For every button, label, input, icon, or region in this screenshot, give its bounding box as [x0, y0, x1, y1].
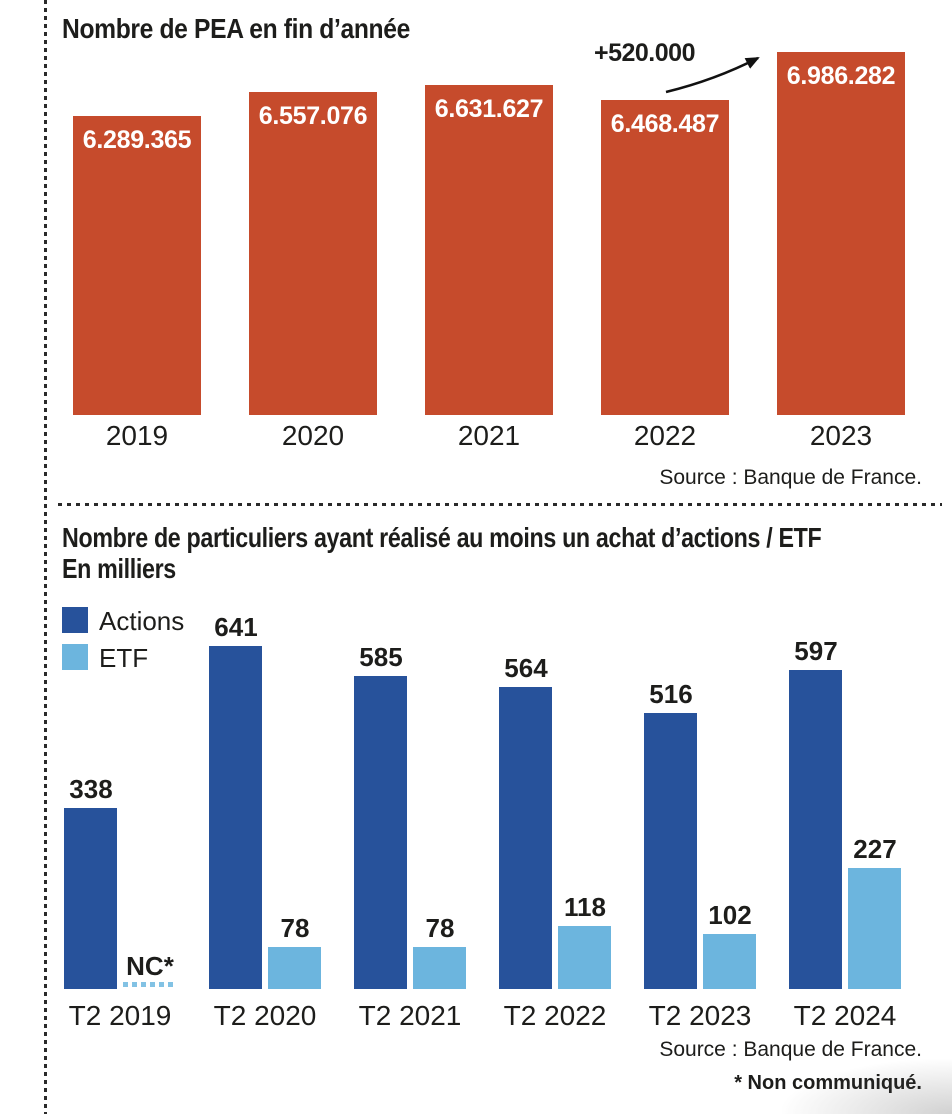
annotation-arrow-icon [665, 56, 760, 94]
chart1-bar-value: 6.986.282 [786, 62, 896, 90]
chart2-x-label: T2 2022 [503, 1000, 607, 1031]
chart2-etf-value: 118 [564, 892, 606, 922]
chart2-actions-value: 338 [69, 774, 113, 804]
chart2-actions-value: 564 [504, 653, 548, 683]
chart2-etf-value: 78 [280, 913, 310, 943]
chart1-bar-value: 6.468.487 [610, 110, 720, 138]
legend-label-actions: Actions [99, 606, 185, 636]
chart1-source: Source : Banque de France. [659, 466, 922, 489]
chart2-actions-value: 516 [649, 679, 693, 709]
section-divider [58, 503, 942, 506]
chart2-actions-bar-T2 2023 [644, 713, 697, 989]
chart1-x-label: 2023 [809, 420, 873, 451]
chart1-bar-2022 [601, 100, 729, 415]
chart1-x-label: 2019 [105, 420, 169, 451]
chart2-x-label: T2 2021 [358, 1000, 462, 1031]
chart1-bar-2021 [425, 85, 553, 415]
chart2-actions-value: 585 [359, 642, 403, 672]
chart2-nc-label: NC* [126, 951, 174, 981]
chart2-subtitle: En milliers [62, 553, 176, 584]
chart2-actions-value: 641 [214, 612, 258, 642]
chart2-nc-dotted-line [123, 982, 176, 987]
chart1-bar-2019 [73, 116, 201, 415]
legend-label-etf: ETF [99, 643, 149, 673]
chart2-x-label: T2 2019 [68, 1000, 172, 1031]
chart2-x-label: T2 2024 [793, 1000, 897, 1031]
chart2-actions-bar-T2 2019 [64, 808, 117, 989]
legend-swatch-etf [62, 644, 88, 670]
left-dotted-border [44, 0, 47, 1114]
chart1-bar-value: 6.557.076 [258, 102, 368, 130]
chart1-x-label: 2020 [281, 420, 345, 451]
chart2-actions-bar-T2 2022 [499, 687, 552, 989]
legend-swatch-actions [62, 607, 88, 633]
chart2-etf-bar-T2 2023 [703, 934, 756, 989]
chart1-title: Nombre de PEA en fin d’année [62, 13, 410, 44]
chart1-x-label: 2022 [633, 420, 697, 451]
chart2-title: Nombre de particuliers ayant réalisé au … [62, 522, 822, 553]
chart1-annotation: +520.000 [594, 39, 695, 67]
chart2-actions-bar-T2 2021 [354, 676, 407, 989]
chart2-x-label: T2 2023 [648, 1000, 752, 1031]
chart2-x-label: T2 2020 [213, 1000, 317, 1031]
chart2-actions-bar-T2 2024 [789, 670, 842, 989]
chart1-bar-value: 6.289.365 [82, 126, 192, 154]
chart2-source: Source : Banque de France. [659, 1038, 922, 1061]
chart2-etf-value: 102 [708, 900, 752, 930]
chart2-actions-bar-T2 2020 [209, 646, 262, 989]
chart2-footnote: * Non communiqué. [734, 1072, 922, 1094]
chart2-etf-bar-T2 2021 [413, 947, 466, 989]
chart1-bar-2023 [777, 52, 905, 415]
chart2-etf-bar-T2 2022 [558, 926, 611, 989]
chart2-etf-value: 78 [425, 913, 455, 943]
chart2-actions-value: 597 [794, 636, 838, 666]
chart2-etf-value: 227 [853, 834, 897, 864]
chart1-bar-value: 6.631.627 [434, 95, 544, 123]
chart1-x-label: 2021 [457, 420, 521, 451]
chart2-etf-bar-T2 2020 [268, 947, 321, 989]
chart1-bar-2020 [249, 92, 377, 415]
chart2-etf-bar-T2 2024 [848, 868, 901, 989]
